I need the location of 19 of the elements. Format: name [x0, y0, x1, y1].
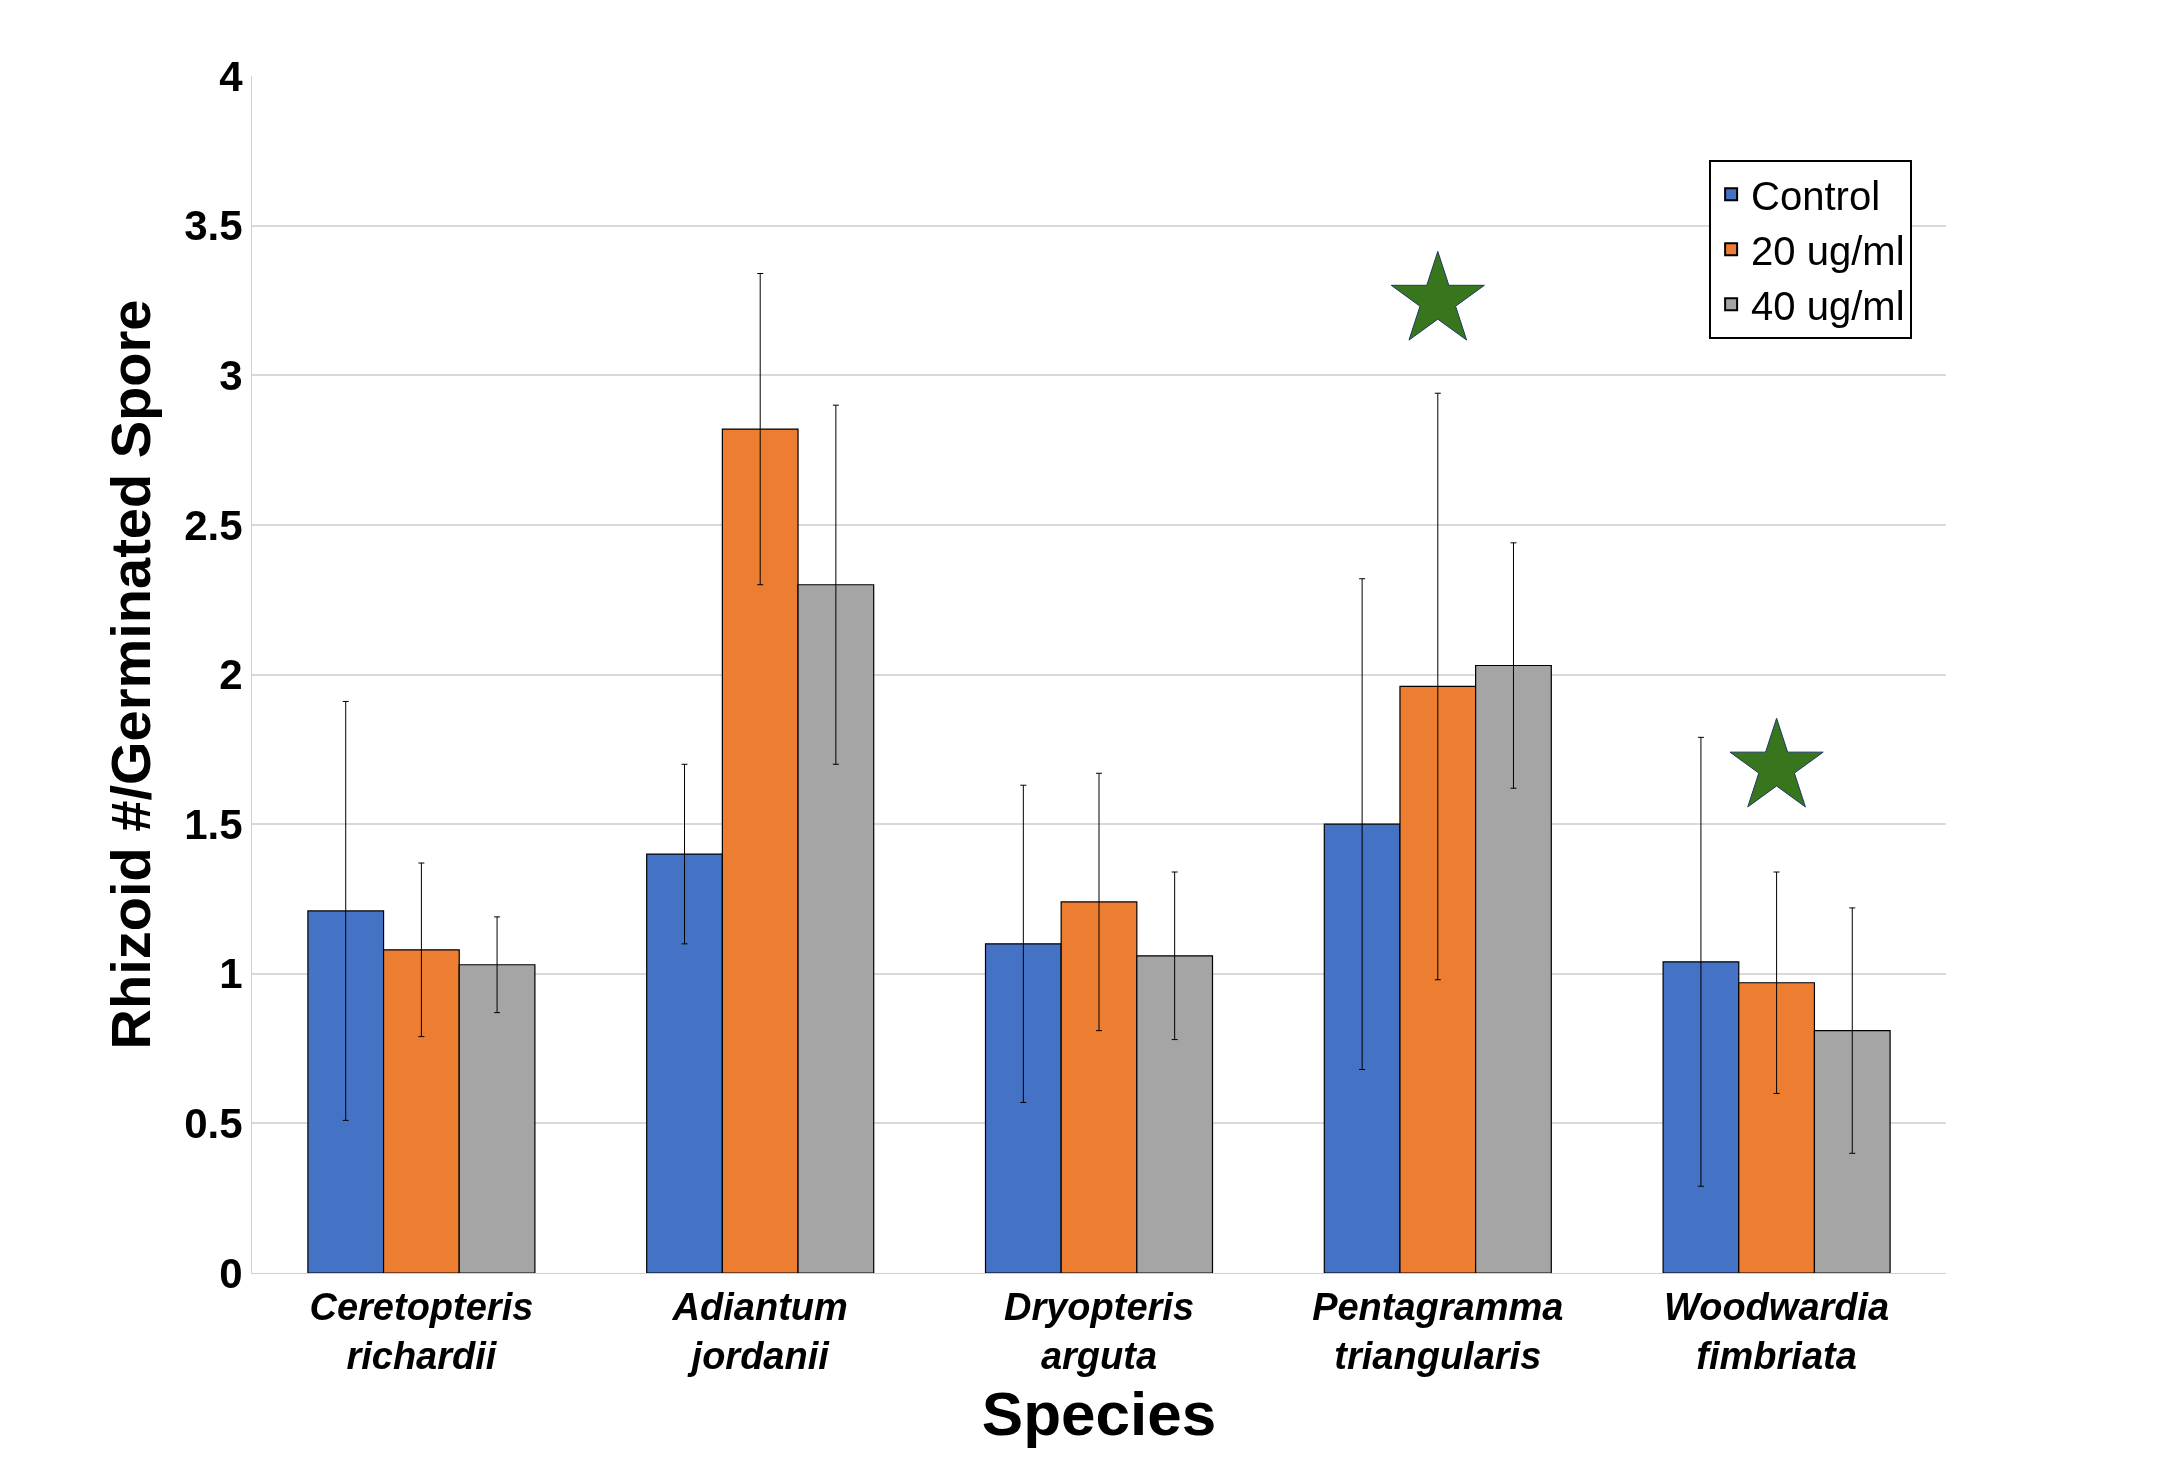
y-tick-label: 1	[219, 950, 243, 998]
legend-label: 20 ug/ml	[1751, 228, 1905, 273]
legend-label: Control	[1751, 173, 1881, 218]
y-tick-label: 0	[219, 1249, 243, 1297]
y-tick-label: 3.5	[184, 202, 243, 250]
y-tick-label: 1.5	[184, 800, 243, 848]
y-tick-label: 2	[219, 651, 243, 699]
y-tick-label: 3	[219, 351, 243, 399]
y-tick-label: 2.5	[184, 501, 243, 549]
y-tick-label: 4	[219, 52, 244, 100]
y-axis-title: Rhizoid #/Germinated Spore	[99, 299, 163, 1050]
legend-label: 40 ug/ml	[1751, 283, 1905, 328]
x-tick-label: Ceretopteris richardii	[309, 1285, 534, 1377]
x-tick-label: Adiantum jordanii	[671, 1285, 848, 1377]
x-tick-label: Woodwardia fimbriata	[1664, 1285, 1890, 1377]
x-tick-label: Dryopteris arguta	[1003, 1285, 1195, 1377]
x-tick-label: Pentagramma triangularis	[1312, 1285, 1564, 1377]
x-axis-title: Species	[981, 1378, 1217, 1448]
y-tick-label: 0.5	[184, 1100, 243, 1148]
